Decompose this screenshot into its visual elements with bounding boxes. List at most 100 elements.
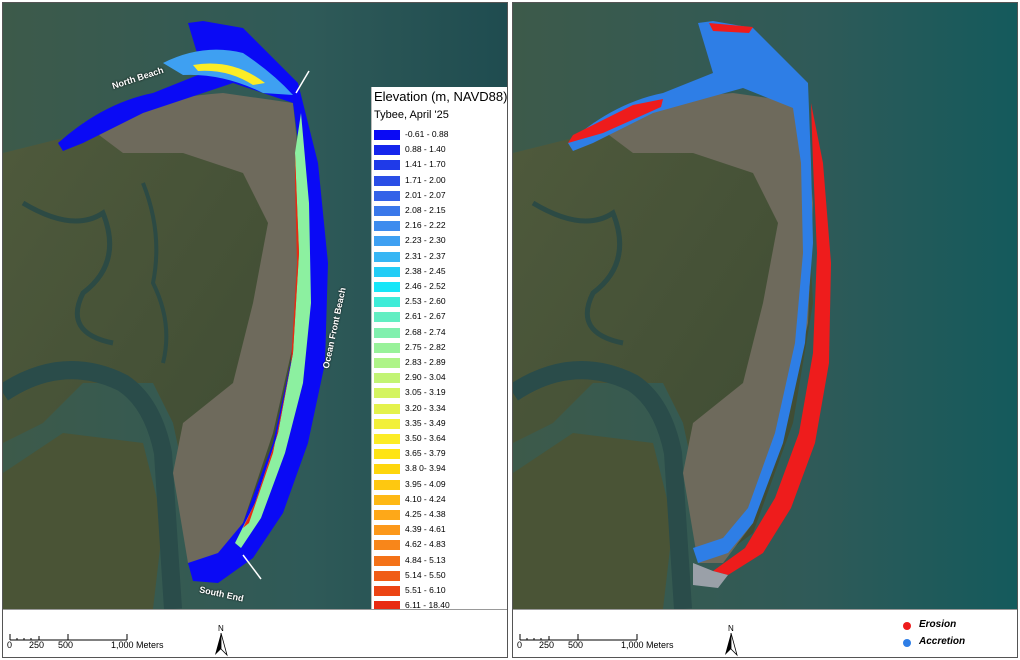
- scale-bar-graphic: [519, 634, 638, 641]
- legend-swatch: [374, 494, 400, 505]
- erosion-dot-icon: [903, 622, 911, 630]
- legend-label: 2.90 - 3.04: [405, 372, 446, 383]
- scale-label-0: 0: [7, 640, 13, 650]
- scale-label-500: 500: [568, 640, 584, 650]
- scale-bar: 0 250 500 1,000 Meters: [517, 616, 687, 656]
- scale-label-1000: 1,000 Meters: [621, 640, 674, 650]
- legend-label: 3.20 - 3.34: [405, 402, 446, 413]
- legend-swatch: [374, 175, 400, 186]
- legend-swatch: [374, 464, 400, 475]
- elevation-map[interactable]: North Beach Ocean Front Beach South End …: [3, 3, 508, 612]
- legend-title: Elevation (m, NAVD88): [374, 89, 508, 104]
- legend-item: 4.25 - 4.38: [374, 507, 507, 522]
- legend-item: 4.10 - 4.24: [374, 492, 507, 507]
- legend-item: 4.39 - 4.61: [374, 522, 507, 537]
- legend-label: 3.05 - 3.19: [405, 387, 446, 398]
- legend-item: 2.38 - 2.45: [374, 264, 507, 279]
- legend-swatch: [374, 403, 400, 414]
- southwest-marsh: [3, 433, 163, 609]
- legend-label: 2.08 - 2.15: [405, 205, 446, 215]
- legend-label: 3.35 - 3.49: [405, 417, 446, 428]
- legend-label: 3.8 0- 3.94: [405, 463, 446, 474]
- erosion-zone: [713, 103, 831, 575]
- accretion-label: Accretion: [919, 636, 966, 647]
- transect-line-north: [295, 70, 310, 94]
- legend-label: 2.75 - 2.82: [405, 341, 446, 352]
- legend-swatch: [374, 570, 400, 581]
- legend-swatch: [374, 266, 400, 277]
- legend-swatch: [374, 510, 400, 520]
- legend-label: 2.38 - 2.45: [405, 265, 446, 276]
- legend-swatch: [374, 190, 400, 201]
- legend-label: 4.25 - 4.38: [405, 509, 446, 519]
- legend-label: 1.41 - 1.70: [405, 159, 446, 170]
- legend-swatch: [374, 342, 400, 353]
- legend-label: 5.14 - 5.50: [405, 569, 446, 580]
- legend-item: 2.61 - 2.67: [374, 309, 507, 324]
- legend-label: 4.39 - 4.61: [405, 524, 446, 535]
- legend-item: 1.71 - 2.00: [374, 173, 507, 188]
- map-footer: 0 250 500 1,000 Meters N: [3, 609, 507, 657]
- erosion-legend-item: Erosion: [903, 619, 1003, 633]
- town-area: [593, 93, 813, 563]
- accretion-zone: [568, 21, 813, 563]
- legend-item: 3.20 - 3.34: [374, 401, 507, 416]
- southwest-marsh: [513, 433, 673, 609]
- legend-item: 2.23 - 2.30: [374, 233, 507, 248]
- erosion-zone: [709, 23, 753, 33]
- legend-item: 3.05 - 3.19: [374, 385, 507, 400]
- legend-label: 2.16 - 2.22: [405, 220, 446, 231]
- legend-item: 3.8 0- 3.94: [374, 461, 507, 476]
- legend-item: 2.90 - 3.04: [374, 370, 507, 385]
- legend-swatch: [374, 160, 400, 171]
- legend-item: 2.53 - 2.60: [374, 294, 507, 309]
- elevation-map-panel: North Beach Ocean Front Beach South End …: [2, 2, 508, 658]
- legend-label: -0.61 - 0.88: [405, 129, 449, 139]
- legend-label: 6.11 - 18.40: [405, 600, 450, 611]
- north-arrow-icon: N: [211, 624, 231, 657]
- legend-item: 5.51 - 6.10: [374, 583, 507, 598]
- legend-label: 5.51 - 6.10: [405, 585, 446, 595]
- erosion-zone: [568, 99, 663, 143]
- legend-item: 3.95 - 4.09: [374, 477, 507, 492]
- legend-item: 2.01 - 2.07: [374, 188, 507, 203]
- change-map[interactable]: [513, 3, 1017, 610]
- legend-swatch: [374, 282, 400, 292]
- legend-swatch: [374, 373, 400, 384]
- legend-label: 2.68 - 2.74: [405, 326, 446, 337]
- legend-swatch: [374, 449, 400, 460]
- scale-bar-graphic: [9, 634, 128, 641]
- creek: [21, 200, 114, 346]
- legend-item: 2.08 - 2.15: [374, 203, 507, 218]
- legend-item: 2.75 - 2.82: [374, 340, 507, 355]
- scale-label-250: 250: [539, 640, 555, 650]
- legend-swatch: [374, 221, 400, 232]
- creek: [531, 200, 624, 346]
- legend-label: 2.46 - 2.52: [405, 281, 446, 291]
- legend-swatch: [374, 418, 400, 429]
- scale-label-0: 0: [517, 640, 523, 650]
- legend-label: 2.23 - 2.30: [405, 235, 446, 246]
- scale-bar: 0 250 500 1,000 Meters: [7, 616, 177, 656]
- legend-label: 4.10 - 4.24: [405, 493, 446, 504]
- legend-item: 3.65 - 3.79: [374, 446, 507, 461]
- legend-item: 2.83 - 2.89: [374, 355, 507, 370]
- change-map-canvas: [513, 3, 1017, 610]
- creek: [141, 182, 169, 364]
- legend-label: 4.62 - 4.83: [405, 539, 446, 550]
- legend-item: 4.84 - 5.13: [374, 553, 507, 568]
- unchanged-zone: [693, 563, 728, 588]
- north-label: N: [218, 624, 224, 633]
- legend-label: 2.61 - 2.67: [405, 311, 446, 322]
- accretion-legend-item: Accretion: [903, 636, 1003, 650]
- legend-swatch: [374, 434, 400, 444]
- legend-item: 2.46 - 2.52: [374, 279, 507, 294]
- legend-item: -0.61 - 0.88: [374, 127, 507, 142]
- town-area: [83, 93, 303, 563]
- scale-label-500: 500: [58, 640, 74, 650]
- legend-swatch: [374, 206, 400, 216]
- map-footer: 0 250 500 1,000 Meters N Erosion Accreti…: [513, 609, 1017, 657]
- legend-label: 1.71 - 2.00: [405, 174, 446, 185]
- legend-swatch: [374, 312, 400, 323]
- scale-label-1000: 1,000 Meters: [111, 640, 164, 650]
